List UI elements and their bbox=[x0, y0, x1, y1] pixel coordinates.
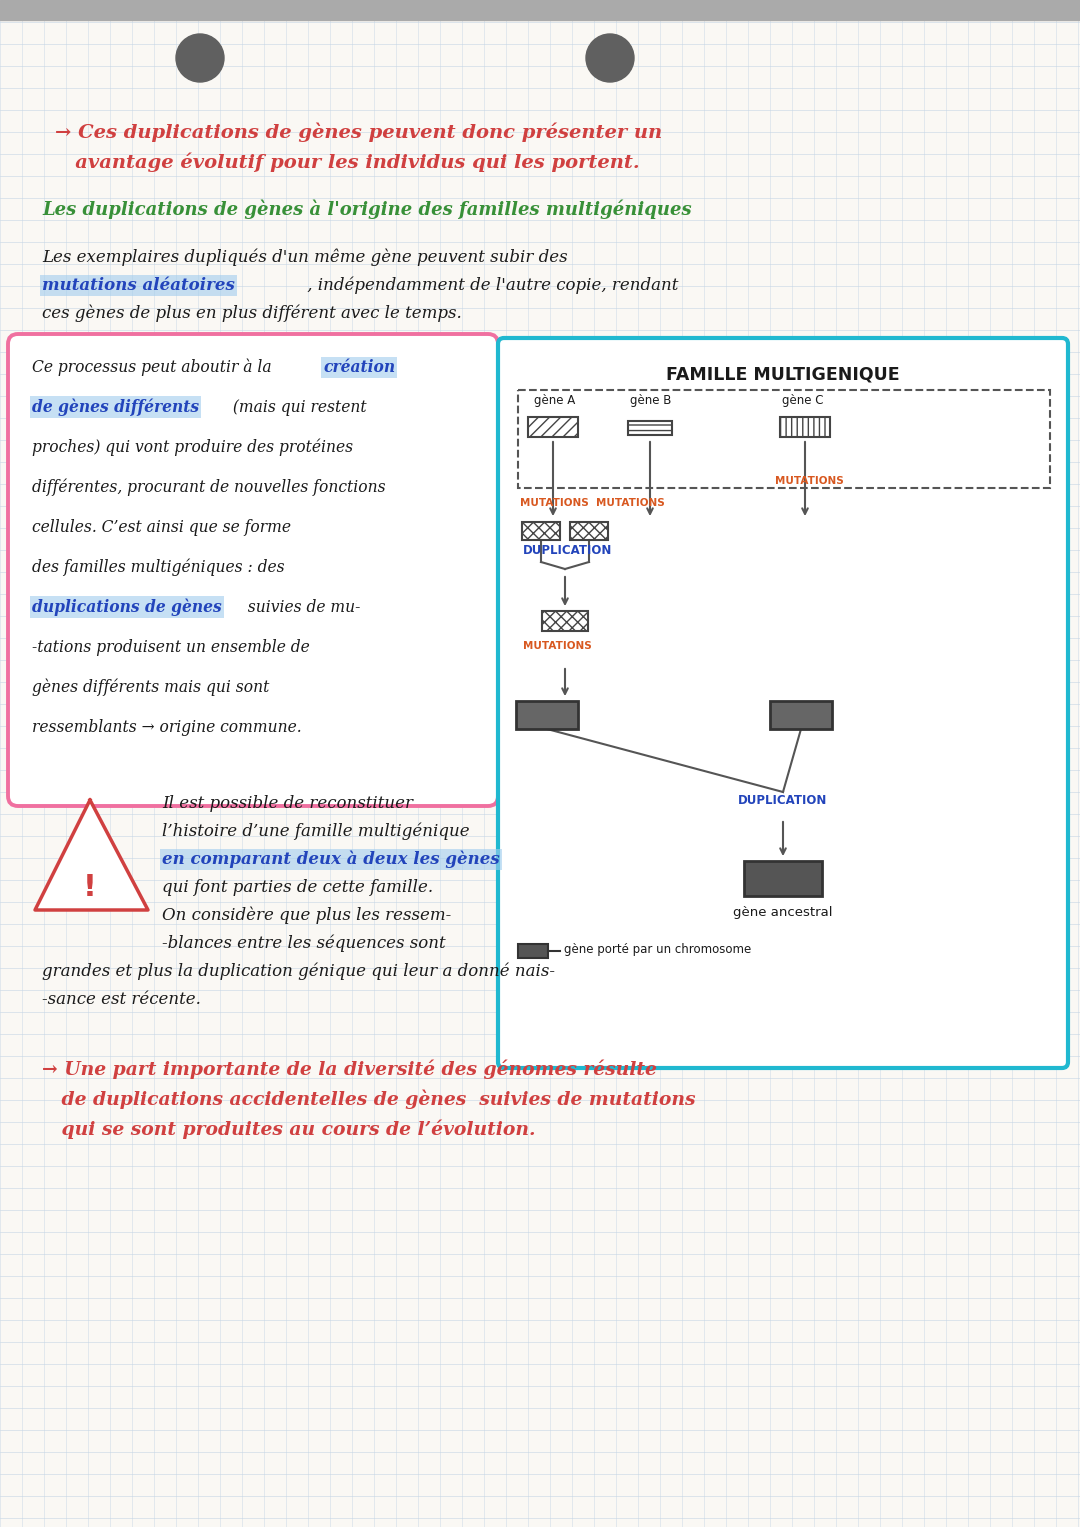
Text: gène porté par un chromosome: gène porté par un chromosome bbox=[564, 942, 752, 956]
Bar bbox=[770, 701, 832, 728]
Bar bbox=[780, 417, 831, 437]
Text: → Ces duplications de gènes peuvent donc présenter un: → Ces duplications de gènes peuvent donc… bbox=[55, 122, 662, 142]
Text: ressemblants → origine commune.: ressemblants → origine commune. bbox=[32, 719, 301, 736]
Text: ces gènes de plus en plus différent avec le temps.: ces gènes de plus en plus différent avec… bbox=[42, 304, 462, 322]
Text: différentes, procurant de nouvelles fonctions: différentes, procurant de nouvelles fonc… bbox=[32, 478, 386, 496]
Text: proches) qui vont produire des protéines: proches) qui vont produire des protéines bbox=[32, 438, 353, 457]
Text: qui font parties de cette famille.: qui font parties de cette famille. bbox=[162, 880, 433, 896]
Bar bbox=[522, 522, 561, 541]
Text: (mais qui restent: (mais qui restent bbox=[228, 399, 366, 415]
Polygon shape bbox=[35, 800, 148, 910]
Bar bbox=[518, 944, 548, 957]
Bar bbox=[0, 0, 1080, 20]
Circle shape bbox=[586, 34, 634, 82]
Text: Il est possible de reconstituer: Il est possible de reconstituer bbox=[162, 796, 413, 812]
Text: duplications de gènes: duplications de gènes bbox=[32, 599, 221, 615]
Text: suivies de mu-: suivies de mu- bbox=[238, 599, 361, 615]
FancyBboxPatch shape bbox=[8, 334, 498, 806]
Text: gène C: gène C bbox=[782, 394, 824, 408]
Bar bbox=[542, 611, 588, 631]
Text: MUTATIONS: MUTATIONS bbox=[523, 641, 592, 651]
Bar bbox=[570, 522, 608, 541]
Text: qui se sont produites au cours de l’évolution.: qui se sont produites au cours de l’évol… bbox=[42, 1119, 536, 1139]
Bar bbox=[744, 861, 822, 896]
Text: -sance est récente.: -sance est récente. bbox=[42, 991, 201, 1008]
Text: gène ancestral: gène ancestral bbox=[733, 906, 833, 919]
Text: avantage évolutif pour les individus qui les portent.: avantage évolutif pour les individus qui… bbox=[55, 153, 639, 173]
Text: MUTATIONS: MUTATIONS bbox=[775, 476, 843, 486]
Text: Les duplications de gènes à l'origine des familles multigéniques: Les duplications de gènes à l'origine de… bbox=[42, 200, 691, 218]
Text: DUPLICATION: DUPLICATION bbox=[523, 544, 612, 557]
Text: DUPLICATION: DUPLICATION bbox=[739, 794, 827, 806]
Text: -tations produisent un ensemble de: -tations produisent un ensemble de bbox=[32, 638, 310, 657]
Text: mutations aléatoires: mutations aléatoires bbox=[42, 276, 234, 295]
Text: , indépendamment de l'autre copie, rendant: , indépendamment de l'autre copie, renda… bbox=[302, 276, 678, 295]
Text: Ce processus peut aboutir à la: Ce processus peut aboutir à la bbox=[32, 359, 276, 376]
Text: FAMILLE MULTIGENIQUE: FAMILLE MULTIGENIQUE bbox=[666, 365, 900, 383]
Text: On considère que plus les ressem-: On considère que plus les ressem- bbox=[162, 907, 451, 924]
Bar bbox=[528, 417, 578, 437]
Text: gène A: gène A bbox=[534, 394, 576, 408]
Text: en comparant deux à deux les gènes: en comparant deux à deux les gènes bbox=[162, 851, 500, 867]
Text: !: ! bbox=[83, 873, 97, 902]
Circle shape bbox=[176, 34, 224, 82]
Text: des familles multigéniques : des: des familles multigéniques : des bbox=[32, 559, 285, 576]
FancyBboxPatch shape bbox=[498, 337, 1068, 1067]
Bar bbox=[516, 701, 578, 728]
Text: création: création bbox=[323, 359, 395, 376]
Text: de duplications accidentelles de gènes  suivies de mutations: de duplications accidentelles de gènes s… bbox=[42, 1089, 696, 1109]
Bar bbox=[627, 421, 672, 435]
Text: cellules. C’est ainsi que se forme: cellules. C’est ainsi que se forme bbox=[32, 519, 291, 536]
Text: grandes et plus la duplication génique qui leur a donné nais-: grandes et plus la duplication génique q… bbox=[42, 962, 555, 980]
Text: gènes différents mais qui sont: gènes différents mais qui sont bbox=[32, 678, 269, 696]
Text: → Une part importante de la diversité des génomes résulte: → Une part importante de la diversité de… bbox=[42, 1060, 657, 1080]
Text: MUTATIONS  MUTATIONS: MUTATIONS MUTATIONS bbox=[519, 498, 665, 508]
Text: -blances entre les séquences sont: -blances entre les séquences sont bbox=[162, 935, 446, 951]
Text: de gènes différents: de gènes différents bbox=[32, 399, 199, 415]
Text: gène B: gène B bbox=[630, 394, 672, 408]
Bar bbox=[518, 389, 1050, 489]
Text: l’histoire d’une famille multigénique: l’histoire d’une famille multigénique bbox=[162, 823, 470, 840]
Text: Les exemplaires dupliqués d'un même gène peuvent subir des: Les exemplaires dupliqués d'un même gène… bbox=[42, 249, 568, 266]
